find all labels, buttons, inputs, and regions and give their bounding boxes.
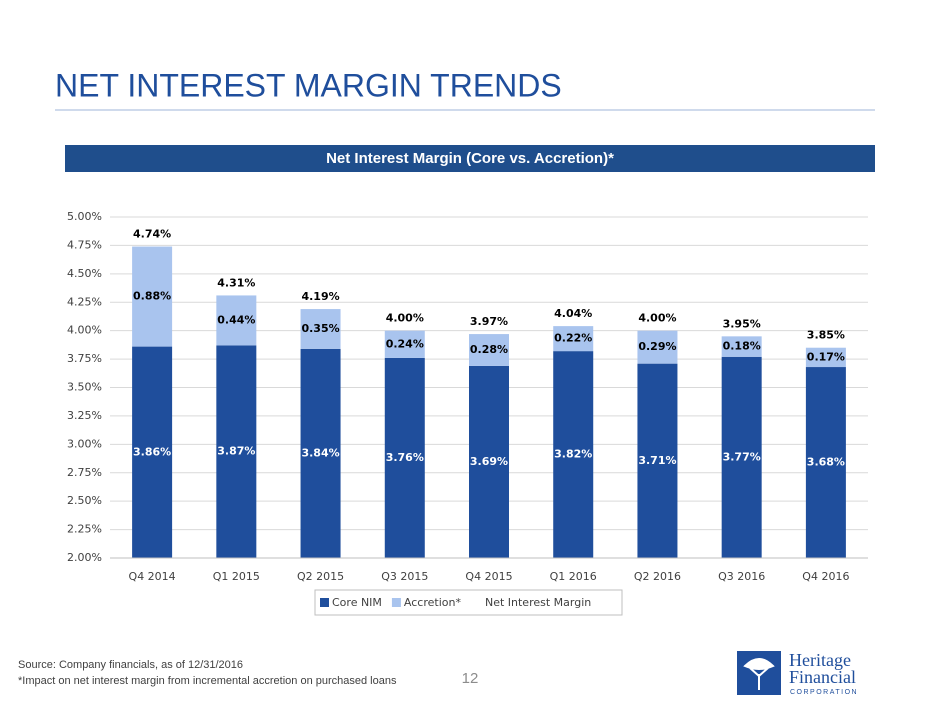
bar-segment (721, 356, 762, 558)
data-label: 3.86% (133, 445, 171, 458)
bar-segment (384, 357, 425, 558)
data-label: 4.00% (638, 312, 676, 325)
x-tick-label: Q2 2016 (634, 570, 681, 583)
data-label: 3.95% (723, 317, 761, 330)
y-tick-label: 3.75% (67, 352, 102, 365)
x-tick-label: Q4 2015 (465, 570, 512, 583)
data-label: 0.18% (723, 340, 761, 353)
y-tick-label: 4.50% (67, 267, 102, 280)
data-label: 3.71% (638, 454, 676, 467)
bar-segment (216, 345, 257, 558)
data-label: 3.77% (723, 450, 761, 463)
x-tick-label: Q2 2015 (297, 570, 344, 583)
chart-header (65, 145, 875, 172)
data-label: 0.44% (217, 313, 255, 326)
data-label: 0.88% (133, 290, 171, 303)
data-label: 0.24% (386, 337, 424, 350)
page-number: 12 (462, 670, 479, 687)
data-label: 3.82% (554, 448, 592, 461)
bar-segment (553, 351, 594, 558)
data-label: 4.74% (133, 228, 171, 241)
footnote: *Impact on net interest margin from incr… (18, 675, 397, 687)
data-label: 3.97% (470, 315, 508, 328)
bar-segment (637, 363, 678, 558)
data-label: 3.85% (807, 329, 845, 342)
bar-segment (637, 330, 678, 364)
footnote: Source: Company financials, as of 12/31/… (18, 659, 243, 671)
data-label: 3.87% (217, 445, 255, 458)
chart-title: Net Interest Margin (Core vs. Accretion)… (326, 150, 614, 167)
bar-segment (805, 347, 846, 368)
x-tick-label: Q1 2015 (213, 570, 260, 583)
data-label: 4.19% (301, 290, 339, 303)
legend-label: Net Interest Margin (485, 596, 591, 609)
legend-label: Core NIM (332, 596, 382, 609)
logo-text: Heritage (789, 650, 851, 670)
data-label: 3.68% (807, 456, 845, 469)
y-tick-label: 2.75% (67, 466, 102, 479)
bar-segment (384, 330, 425, 358)
logo-text: CORPORATION (790, 689, 858, 696)
bar-segment (300, 309, 341, 349)
legend-box (314, 589, 623, 616)
y-tick-label: 5.00% (67, 210, 102, 223)
y-tick-label: 2.00% (67, 551, 102, 564)
bar-segment (132, 246, 173, 347)
x-tick-label: Q4 2016 (802, 570, 849, 583)
logo-tree (743, 658, 775, 690)
data-label: 4.00% (386, 312, 424, 325)
x-tick-label: Q4 2014 (129, 570, 176, 583)
y-tick-label: 2.25% (67, 523, 102, 536)
x-tick-label: Q1 2016 (550, 570, 597, 583)
data-label: 4.04% (554, 307, 592, 320)
y-tick-label: 3.50% (67, 381, 102, 394)
bar-segment (132, 346, 173, 558)
bar-segment (216, 295, 257, 346)
bar-segment (469, 334, 509, 366)
legend-swatch (391, 598, 401, 607)
logo: Heritage Financial CORPORATION (737, 650, 858, 696)
y-tick-label: 4.00% (67, 324, 102, 337)
x-tick-label: Q3 2015 (381, 570, 428, 583)
y-tick-label: 3.25% (67, 409, 102, 422)
data-label: 0.29% (638, 340, 676, 353)
data-label: 0.35% (301, 322, 339, 335)
bar-segment (721, 336, 762, 357)
data-label: 0.22% (554, 332, 592, 345)
data-label: 3.76% (386, 451, 424, 464)
y-tick-label: 3.00% (67, 437, 102, 450)
logo-text: Financial (789, 667, 856, 687)
legend-label: Accretion* (404, 596, 462, 609)
data-label: 4.31% (217, 276, 255, 289)
bar-segment (469, 365, 509, 558)
data-label: 3.69% (470, 455, 508, 468)
legend-swatch (320, 598, 329, 607)
data-label: 0.17% (807, 350, 845, 363)
y-tick-label: 2.50% (67, 494, 102, 507)
data-label: 3.84% (301, 446, 339, 459)
y-tick-label: 4.25% (67, 295, 102, 308)
y-tick-label: 4.75% (67, 238, 102, 251)
bar-segment (300, 348, 341, 558)
bar-segment (805, 367, 846, 558)
data-label: 0.28% (470, 343, 508, 356)
bar-segment (553, 326, 594, 352)
slide-title: NET INTEREST MARGIN TRENDS (55, 67, 562, 103)
x-tick-label: Q3 2016 (718, 570, 765, 583)
